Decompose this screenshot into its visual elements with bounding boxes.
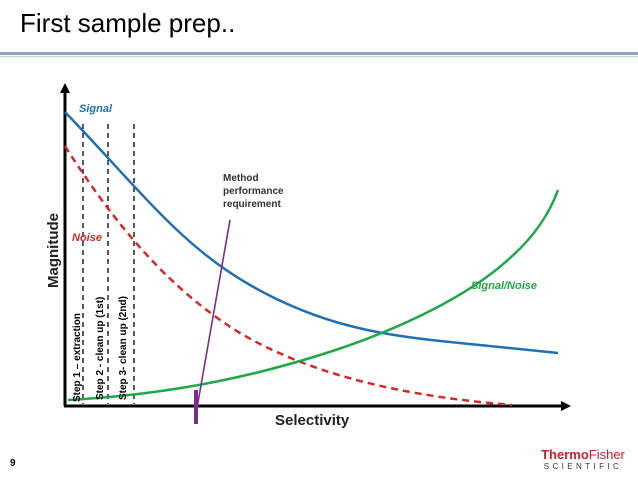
y-axis-label: Magnitude [45,213,62,288]
step-2-label: Step 2 - clean up (1st) [95,297,106,400]
page-number: 9 [10,458,16,469]
logo-brand-part2: Fisher [588,447,625,462]
slide-title: First sample prep.. [20,8,236,38]
method-requirement-line [196,219,231,409]
x-axis-label: Selectivity [275,412,350,429]
method-label-line-2: performance [223,186,284,197]
method-label-line-3: requirement [223,199,281,210]
step-3-label: Step 3- clean up (2nd) [118,296,129,400]
title-divider [0,52,638,55]
signal-noise-curve [67,189,560,402]
signal-label: Signal [79,103,113,115]
thermo-fisher-logo: ThermoFisher SCIENTIFIC [538,448,628,472]
signal-curve [64,111,559,355]
method-label-line-1: Method [223,173,259,184]
signal-noise-label: Signal/Noise [471,280,537,292]
logo-wordmark: ThermoFisher [538,448,628,462]
step-1-label: Step 1 – extraction [72,313,83,402]
title-divider-light [0,56,638,57]
noise-curve [63,145,513,407]
logo-brand-part1: Thermo [541,447,589,462]
logo-subtitle: SCIENTIFIC [543,462,623,471]
noise-label: Noise [72,232,102,244]
